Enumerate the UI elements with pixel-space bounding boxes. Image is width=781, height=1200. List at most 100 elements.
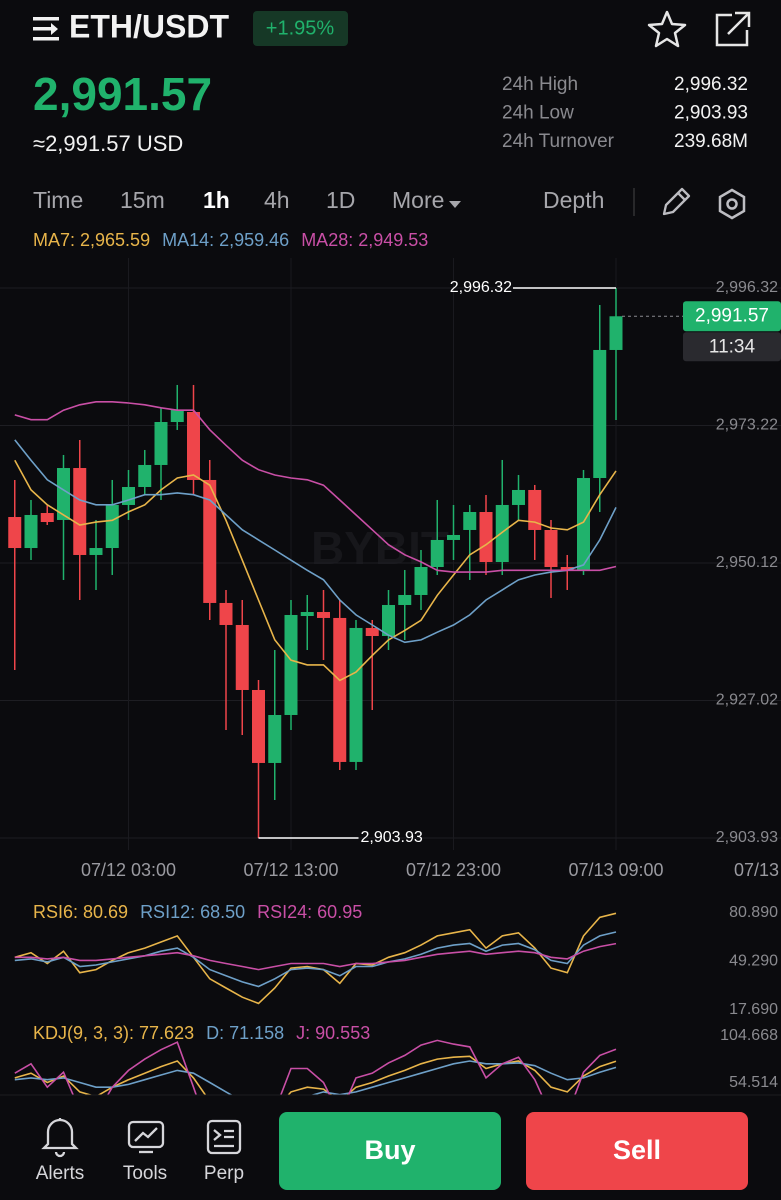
change-text: +1.95% (266, 17, 335, 39)
candle-body (528, 489, 542, 530)
last-price-label: 2,991.57 (695, 305, 769, 326)
perp-icon[interactable] (206, 1119, 242, 1155)
y-tick-label: 49.290 (729, 953, 778, 970)
candle-body (73, 468, 87, 555)
share-icon[interactable] (715, 11, 751, 47)
x-tick-label: 07/13 09:00 (568, 860, 663, 880)
candle-body (8, 517, 22, 549)
candle-body (154, 421, 168, 465)
stat-value: 239.68M (674, 131, 748, 152)
nav-label[interactable]: Alerts (36, 1163, 85, 1184)
tab[interactable]: 15m (120, 187, 165, 213)
stat-value: 2,996.32 (674, 74, 748, 95)
indicator-line (14, 459, 617, 682)
candle-body (544, 529, 558, 568)
candle-body (284, 614, 298, 715)
y-tick-label: 2,950.12 (716, 554, 778, 571)
plot-area (14, 912, 617, 1005)
candle-body (398, 594, 412, 605)
legend-entry: RSI12: 68.50 (140, 902, 245, 922)
tab[interactable]: 1h (203, 187, 230, 213)
x-corner-label: 07/13 (734, 860, 779, 880)
legend-entry: RSI6: 80.69 (33, 902, 128, 922)
candle-body (300, 612, 314, 616)
candle-body (447, 534, 460, 540)
nav-items: Alerts Tools Perp (36, 1163, 244, 1184)
candle-body (495, 504, 509, 563)
legend-entry: J: 90.553 (296, 1023, 370, 1043)
candle-body (349, 627, 363, 762)
sell-button[interactable] (526, 1112, 748, 1190)
candle-body (593, 349, 607, 479)
candle-body (40, 513, 54, 523)
candle-body (170, 409, 184, 422)
tools-icon[interactable] (127, 1120, 165, 1154)
candle-body (317, 612, 330, 618)
kdj-chart: 104.668 54.514 KDJ(9, 3, 3): 77.623 D: 71.1… (14, 1023, 778, 1095)
alerts-icon[interactable] (41, 1118, 79, 1158)
menu-icon[interactable] (33, 17, 59, 41)
last-price: 2,991.57 (33, 68, 212, 120)
indicator-line (14, 1060, 617, 1095)
tab[interactable]: Depth (543, 187, 604, 213)
more-caret (449, 201, 461, 208)
y-tick-label: 2,973.22 (716, 417, 778, 434)
candle-body (414, 567, 428, 595)
plot-area (8, 288, 623, 838)
draw-icon[interactable] (662, 187, 691, 216)
y-tick-label: 2,996.32 (716, 279, 778, 296)
tab[interactable]: More (392, 187, 444, 213)
price-chart: 2,996.32 2,973.22 2,950.12 2,927.02 2,903.93… (0, 258, 781, 880)
y-tick-label: 54.514 (729, 1074, 778, 1091)
legend-entry: RSI24: 60.95 (257, 902, 362, 922)
candle-body (252, 689, 265, 763)
candle-body (463, 512, 477, 530)
sell-label[interactable]: Sell (613, 1135, 661, 1165)
pair-title[interactable]: ETH/USDT (69, 8, 229, 44)
candle-body (577, 478, 590, 571)
candle-body (187, 411, 200, 480)
stat-label: 24h Low (502, 103, 574, 124)
candle-body (333, 617, 347, 762)
plot-area (14, 1039, 617, 1095)
indicator-line (14, 439, 617, 644)
settings-icon[interactable] (718, 188, 746, 220)
favorite-icon[interactable] (647, 10, 687, 48)
candle-body (57, 468, 70, 520)
y-tick-label: 17.690 (729, 1001, 778, 1018)
nav-label[interactable]: Tools (123, 1163, 167, 1184)
extreme-label: 2,903.93 (361, 829, 423, 846)
buy-label[interactable]: Buy (364, 1135, 415, 1165)
legend-entry: MA14: 2,959.46 (162, 230, 289, 250)
countdown-tag (683, 332, 781, 362)
x-tick-label: 07/12 13:00 (243, 860, 338, 880)
x-tick-label: 07/12 23:00 (406, 860, 501, 880)
candle-body (365, 627, 379, 636)
candle-body (268, 714, 282, 763)
tab[interactable]: 4h (264, 187, 290, 213)
legend-entry: KDJ(9, 3, 3): 77.623 (33, 1023, 194, 1043)
tab[interactable]: 1D (326, 187, 355, 213)
legend-entry: MA28: 2,949.53 (301, 230, 428, 250)
y-tick-label: 80.890 (729, 904, 778, 921)
candle-body (203, 479, 217, 603)
stat-value: 2,903.93 (674, 103, 748, 124)
last-price-tag (683, 301, 781, 332)
extreme-label: 2,996.32 (450, 279, 512, 296)
candle-body (138, 464, 152, 488)
y-tick-label: 2,927.02 (716, 692, 778, 709)
buy-button[interactable] (279, 1112, 501, 1190)
legend-entry: MA7: 2,965.59 (33, 230, 150, 250)
nav-label[interactable]: Perp (204, 1163, 244, 1184)
stat-label: 24h Turnover (502, 131, 615, 152)
tab[interactable]: Time (33, 187, 83, 213)
candle-body (235, 624, 249, 690)
change-badge (253, 11, 348, 46)
ma-legend: MA7: 2,965.59 MA14: 2,959.46 MA28: 2,949.5… (33, 230, 428, 250)
interval-tabs: Time 15m 1h 4h 1D More Depth (33, 187, 604, 213)
countdown-label: 11:34 (709, 336, 756, 357)
rsi-chart: 80.890 49.290 17.690 RSI6: 80.69 RSI12: 68.5… (14, 902, 778, 1018)
indicator-line (14, 1039, 617, 1095)
